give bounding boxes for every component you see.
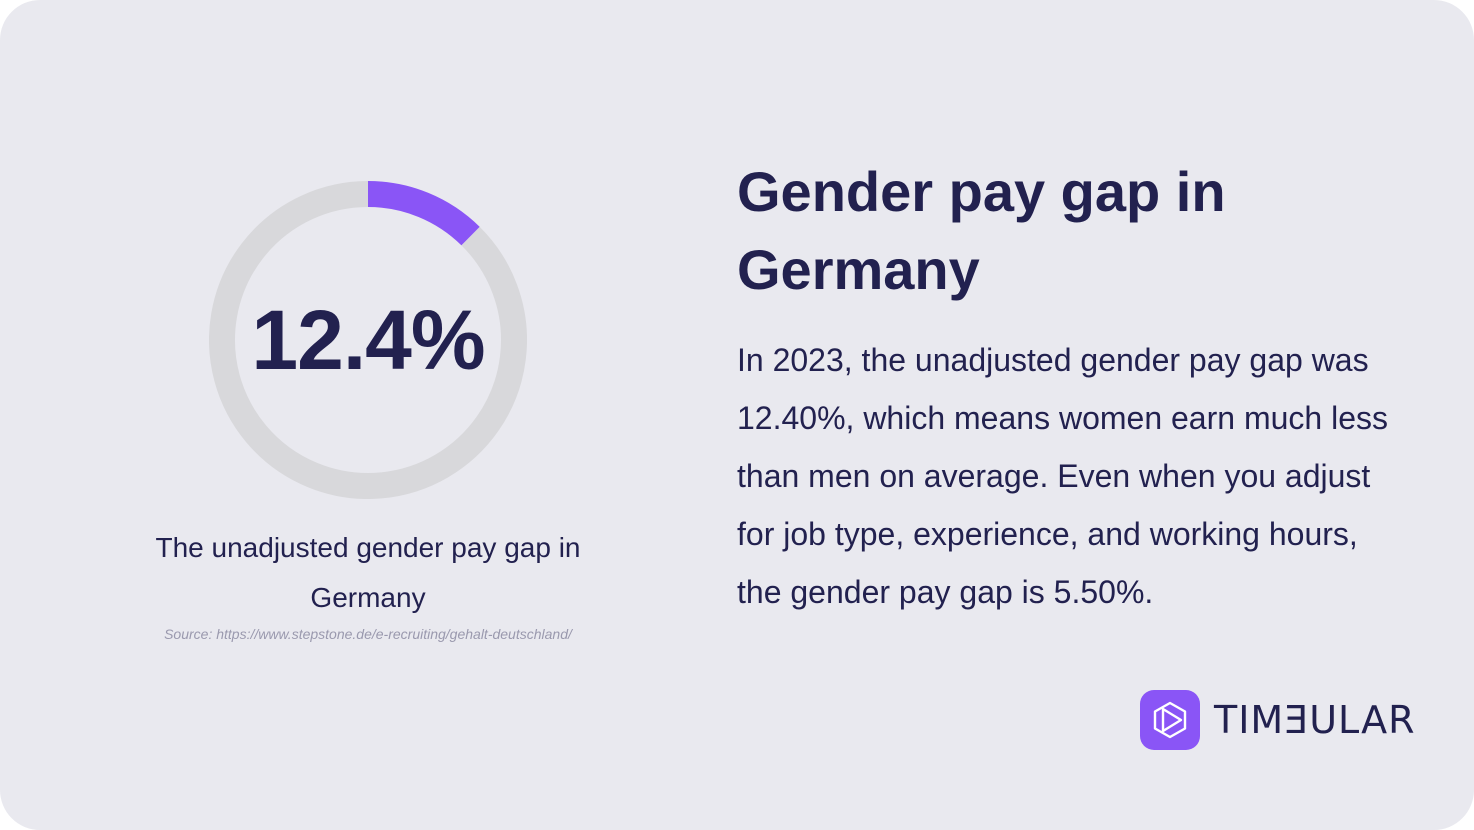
brand-logo: TIMƎULAR xyxy=(1140,689,1415,750)
timeular-logo-icon xyxy=(1140,689,1200,750)
donut-chart: 12.4% xyxy=(209,181,527,499)
donut-slice-remainder xyxy=(209,181,527,499)
brand-name: TIMƎULAR xyxy=(1214,697,1416,742)
chart-caption: The unadjusted gender pay gap in Germany xyxy=(155,532,581,613)
donut-center-value: 12.4% xyxy=(251,292,485,387)
donut-svg xyxy=(209,181,527,499)
page-title: Gender pay gap in Germany xyxy=(737,160,1226,301)
donut-slice-gap xyxy=(367,181,480,246)
body-paragraph: In 2023, the unadjusted gender pay gap w… xyxy=(737,342,1388,610)
source-note: Source: https://www.stepstone.de/e-recru… xyxy=(164,626,572,642)
